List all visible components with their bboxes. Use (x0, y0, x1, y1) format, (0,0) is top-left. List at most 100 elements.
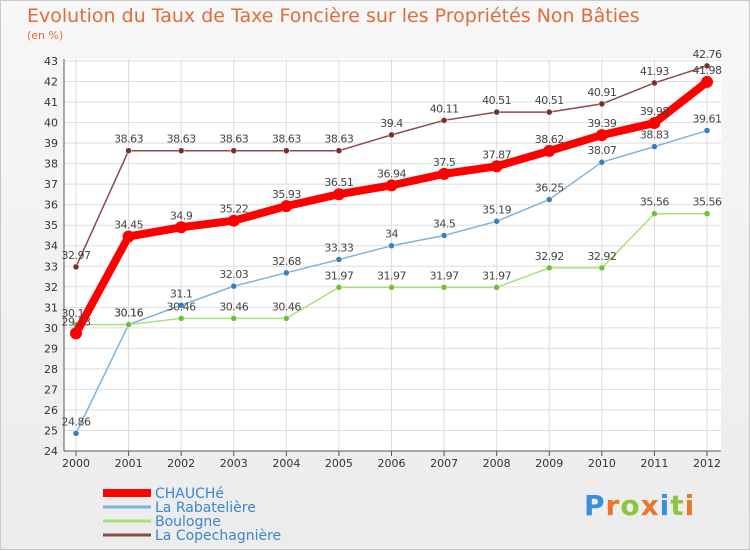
data-label: 38.62 (535, 133, 564, 146)
data-point (72, 263, 80, 271)
data-point (385, 179, 398, 192)
data-point (493, 284, 500, 291)
brand-letter: i (659, 489, 671, 522)
data-point (703, 210, 711, 217)
data-label: 34.5 (433, 217, 456, 230)
data-label: 38.63 (324, 133, 353, 146)
y-tick-label: 29 (44, 342, 58, 355)
data-point (70, 327, 82, 340)
data-label: 35.19 (482, 203, 511, 216)
brand-letter: r (605, 489, 621, 522)
data-label: 39.61 (693, 113, 722, 126)
data-point (335, 256, 343, 263)
data-point (227, 214, 240, 227)
data-label: 36.94 (377, 167, 406, 180)
data-label: 37.87 (482, 148, 511, 161)
chart-title: Evolution du Taux de Taxe Foncière sur l… (27, 5, 640, 27)
data-label: 38.63 (219, 133, 248, 146)
data-label: 33.33 (324, 241, 353, 254)
data-point (598, 100, 606, 108)
data-point (440, 232, 448, 239)
data-point (493, 218, 500, 225)
data-label: 34.45 (114, 219, 143, 232)
data-point (332, 188, 345, 201)
data-label: 32.92 (587, 250, 616, 263)
data-label: 40.51 (535, 94, 564, 107)
data-point (493, 108, 500, 116)
data-point (703, 62, 711, 70)
y-tick-label: 36 (44, 199, 58, 212)
data-point (230, 147, 237, 154)
data-point (335, 147, 343, 154)
data-point (177, 315, 185, 322)
data-point (543, 144, 556, 157)
data-label: 34 (385, 228, 398, 241)
data-point (703, 127, 711, 134)
data-label: 30.46 (272, 300, 301, 313)
data-label: 35.56 (693, 196, 722, 209)
data-label: 31.1 (170, 287, 193, 300)
data-point (648, 116, 661, 129)
x-tick-label: 2006 (378, 457, 406, 470)
brand-letter: t (670, 489, 685, 522)
data-label: 30.16 (114, 307, 143, 320)
x-tick-label: 2009 (535, 457, 563, 470)
data-point (125, 147, 132, 154)
data-label: 41.98 (693, 64, 722, 77)
data-label: 38.83 (640, 129, 669, 142)
x-tick-label: 2001 (115, 457, 143, 470)
data-label: 30.46 (219, 300, 248, 313)
x-tick-label: 2005 (325, 457, 353, 470)
data-label: 39.4 (380, 117, 403, 130)
data-label: 40.51 (482, 94, 511, 107)
y-tick-label: 42 (44, 76, 58, 89)
data-point (177, 302, 185, 309)
legend-label: La Copechagnière (155, 528, 281, 544)
y-tick-label: 32 (44, 281, 58, 294)
data-label: 32.97 (62, 249, 91, 262)
data-label: 30.16 (114, 307, 143, 320)
y-tick-label: 43 (44, 55, 58, 68)
chart-subtitle: (en %) (27, 29, 64, 42)
data-point (283, 315, 290, 322)
data-label: 37.5 (433, 156, 456, 169)
data-label: 34.9 (170, 209, 193, 222)
data-label: 39.39 (587, 117, 616, 130)
data-label: 39.98 (640, 105, 669, 118)
data-point (651, 210, 658, 217)
legend-label: La Rabatelière (155, 500, 256, 516)
data-point (283, 269, 290, 277)
y-tick-label: 34 (44, 240, 58, 253)
data-label: 38.63 (272, 133, 301, 146)
data-point (280, 200, 293, 213)
y-tick-label: 24 (44, 445, 58, 458)
y-tick-label: 27 (44, 383, 58, 396)
data-point (546, 264, 553, 272)
data-label: 31.97 (324, 269, 353, 282)
data-point (122, 230, 135, 243)
data-label: 31.97 (482, 269, 511, 282)
x-tick-label: 2004 (272, 457, 300, 470)
y-tick-label: 25 (44, 424, 58, 437)
y-tick-label: 28 (44, 363, 58, 376)
data-label: 41.93 (640, 65, 669, 78)
data-point (177, 147, 185, 154)
y-tick-label: 41 (44, 96, 58, 109)
data-label: 35.22 (219, 203, 248, 216)
y-tick-label: 35 (44, 219, 58, 232)
y-tick-label: 39 (44, 137, 58, 150)
data-point (440, 284, 448, 291)
data-label: 38.63 (167, 133, 196, 146)
data-point (651, 143, 658, 150)
data-point (72, 430, 80, 437)
data-label: 38.07 (587, 144, 616, 157)
data-label: 36.51 (324, 176, 353, 189)
x-tick-label: 2000 (62, 457, 90, 470)
brand-letter: P (584, 489, 606, 522)
y-tick-label: 33 (44, 260, 58, 273)
data-point (595, 129, 608, 142)
data-point (335, 284, 343, 291)
x-tick-label: 2010 (588, 457, 616, 470)
data-point (598, 158, 606, 166)
